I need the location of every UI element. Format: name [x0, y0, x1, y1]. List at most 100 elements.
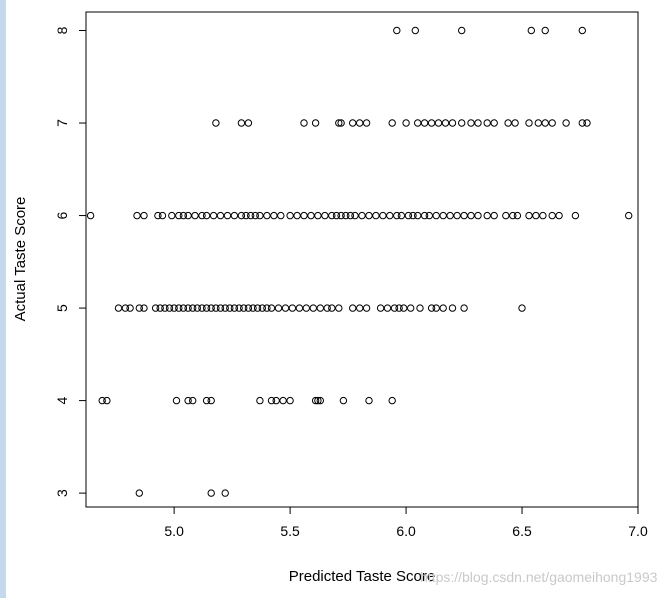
- data-point: [272, 396, 280, 405]
- y-tick-label: 8: [54, 26, 70, 34]
- data-point: [404, 211, 413, 220]
- data-point: [191, 211, 199, 220]
- data-point: [216, 211, 225, 220]
- data-point: [490, 211, 498, 220]
- data-point: [193, 304, 202, 312]
- data-point: [168, 211, 176, 220]
- data-point: [158, 211, 167, 220]
- data-point: [625, 211, 633, 220]
- data-point: [133, 211, 141, 220]
- data-point: [207, 304, 215, 312]
- data-point: [267, 304, 276, 312]
- data-point: [263, 211, 271, 220]
- data-point: [165, 304, 174, 312]
- data-point: [342, 211, 350, 220]
- data-point: [244, 304, 253, 312]
- data-point: [135, 489, 144, 497]
- data-point: [432, 211, 440, 220]
- data-point: [365, 211, 373, 220]
- y-tick-label: 6: [54, 211, 70, 219]
- data-point: [400, 304, 408, 312]
- data-point: [434, 119, 443, 127]
- data-point: [393, 211, 401, 220]
- data-point: [328, 211, 336, 220]
- data-point: [288, 304, 297, 312]
- data-point: [390, 304, 399, 312]
- data-point: [121, 304, 130, 312]
- data-point: [458, 26, 466, 35]
- data-point: [349, 304, 357, 312]
- data-point: [184, 211, 192, 220]
- data-point: [427, 119, 436, 127]
- data-point: [356, 304, 364, 312]
- data-point: [541, 26, 549, 35]
- data-point: [349, 119, 357, 127]
- data-point: [356, 119, 364, 127]
- data-point: [114, 304, 123, 312]
- data-point: [175, 211, 183, 220]
- data-point: [402, 119, 410, 127]
- data-point: [274, 304, 283, 312]
- data-point: [209, 211, 218, 220]
- data-point: [439, 211, 447, 220]
- data-point: [562, 119, 570, 127]
- data-point: [388, 396, 396, 405]
- data-point: [307, 211, 315, 220]
- data-point: [270, 211, 278, 220]
- data-point: [302, 304, 310, 312]
- data-point: [335, 119, 343, 127]
- data-point: [425, 211, 433, 220]
- data-point: [583, 119, 591, 127]
- data-point: [202, 211, 211, 220]
- data-point: [509, 211, 517, 220]
- data-point: [358, 211, 366, 220]
- data-point: [207, 489, 215, 497]
- data-point: [154, 211, 162, 220]
- data-point: [140, 211, 148, 220]
- data-point: [541, 119, 549, 127]
- data-point: [483, 211, 491, 220]
- data-point: [527, 26, 535, 35]
- data-point: [388, 119, 396, 127]
- data-point: [474, 211, 482, 220]
- data-point: [258, 304, 266, 312]
- data-point: [458, 119, 466, 127]
- data-point: [247, 211, 255, 220]
- data-point: [511, 119, 519, 127]
- data-point: [103, 396, 111, 405]
- data-point: [98, 396, 106, 405]
- data-point: [230, 304, 239, 312]
- data-point: [212, 304, 220, 312]
- data-point: [379, 211, 387, 220]
- data-point: [393, 26, 401, 35]
- data-point: [427, 304, 436, 312]
- data-point: [212, 119, 220, 127]
- data-point: [251, 211, 260, 220]
- data-point: [311, 396, 320, 405]
- data-point: [362, 304, 371, 312]
- data-point: [156, 304, 164, 312]
- data-point: [216, 304, 225, 312]
- plot-area-frame: [85, 11, 639, 508]
- data-point: [414, 211, 422, 220]
- data-point: [448, 119, 457, 127]
- data-point: [578, 26, 586, 35]
- data-point: [253, 304, 262, 312]
- data-point: [474, 119, 482, 127]
- data-point: [532, 211, 540, 220]
- data-point: [460, 304, 468, 312]
- data-point: [179, 211, 188, 220]
- data-point: [578, 119, 586, 127]
- data-point: [256, 211, 264, 220]
- data-point: [202, 396, 211, 405]
- data-point: [490, 119, 498, 127]
- data-point: [184, 396, 192, 405]
- data-point: [446, 211, 454, 220]
- data-point: [281, 304, 290, 312]
- data-point: [321, 211, 329, 220]
- data-point: [135, 304, 144, 312]
- data-point: [277, 211, 285, 220]
- y-axis: 3 4 5 6 7 8: [54, 26, 86, 497]
- data-point: [316, 304, 324, 312]
- data-point: [504, 119, 512, 127]
